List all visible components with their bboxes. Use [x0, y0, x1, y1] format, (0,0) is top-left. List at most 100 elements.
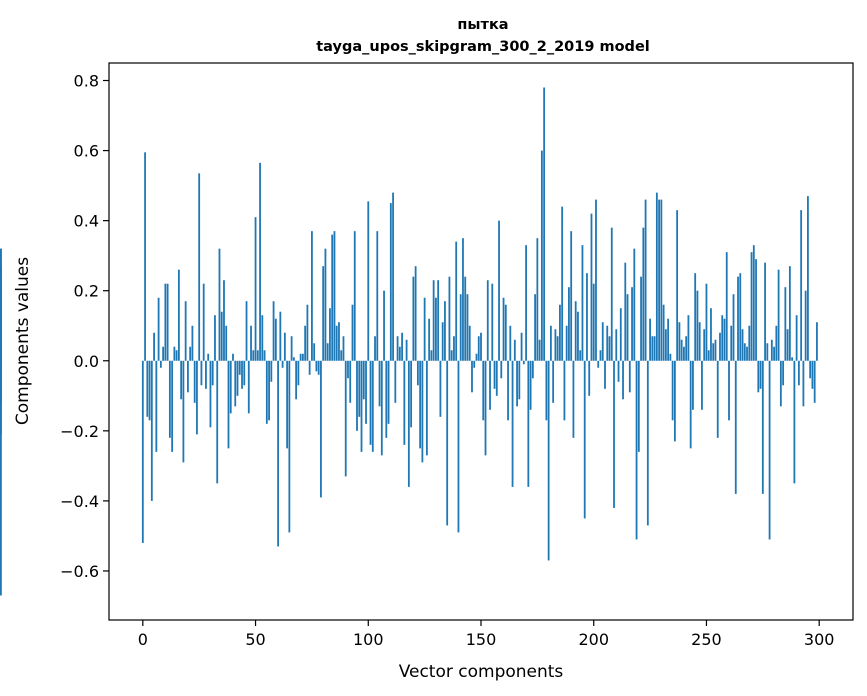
bar — [489, 360, 491, 410]
bar — [597, 360, 600, 368]
bar — [721, 315, 724, 361]
bar — [608, 336, 611, 361]
bar — [299, 353, 302, 361]
bar — [811, 360, 814, 389]
bar — [543, 87, 546, 361]
bar — [493, 360, 496, 389]
bar — [360, 360, 363, 452]
bar — [746, 346, 748, 361]
bar — [425, 360, 428, 456]
bar — [446, 360, 449, 526]
bar — [504, 304, 507, 361]
bar — [568, 287, 570, 361]
bar — [376, 231, 379, 361]
bar — [371, 360, 374, 452]
bar — [356, 360, 358, 431]
bar — [175, 350, 178, 361]
bar — [631, 287, 633, 361]
bar — [340, 350, 343, 361]
bar — [707, 350, 710, 361]
bar — [410, 360, 413, 428]
bar — [534, 294, 537, 361]
bar — [383, 290, 385, 361]
bar — [387, 360, 390, 424]
bar — [247, 360, 250, 414]
bar — [367, 201, 370, 361]
bar — [486, 280, 489, 361]
bar — [259, 162, 261, 361]
bar — [734, 360, 737, 494]
bar — [225, 325, 228, 361]
bar — [153, 332, 155, 361]
bar — [394, 360, 397, 403]
bar — [177, 269, 180, 361]
bar — [423, 297, 426, 361]
bar — [655, 192, 658, 361]
bar — [619, 308, 622, 361]
bar — [389, 203, 392, 361]
bar — [453, 336, 455, 361]
bar — [572, 360, 575, 438]
bar — [750, 252, 753, 361]
bar — [180, 360, 183, 400]
bar — [0, 248, 2, 361]
bar — [795, 315, 798, 361]
bar — [779, 360, 782, 407]
bar — [703, 329, 706, 361]
bar — [737, 276, 739, 361]
bar — [782, 360, 785, 386]
bar — [606, 325, 609, 361]
bar — [435, 297, 437, 361]
bar — [547, 360, 550, 561]
bar — [159, 360, 162, 368]
bar — [725, 252, 728, 361]
bar — [432, 280, 435, 361]
bar — [331, 234, 334, 361]
bar — [270, 360, 273, 382]
bar — [0, 360, 2, 596]
bar — [236, 360, 239, 396]
x-tick-label: 0 — [138, 630, 148, 649]
bar — [227, 360, 230, 449]
bar — [182, 360, 185, 463]
bar — [536, 238, 539, 361]
bar — [516, 360, 518, 407]
bar — [522, 360, 525, 365]
bar — [660, 199, 663, 361]
bar — [286, 360, 289, 449]
bar — [315, 360, 318, 372]
bar — [518, 360, 521, 400]
chart-subtitle: tayga_upos_skipgram_300_2_2019 model — [316, 39, 650, 55]
bar — [421, 360, 424, 463]
bar — [770, 339, 773, 361]
bar — [529, 360, 532, 410]
x-tick-label: 250 — [691, 630, 722, 649]
bar — [308, 360, 311, 375]
bar — [777, 269, 780, 361]
y-axis: −0.6 −0.4 −0.2 0.0 0.2 0.4 0.6 0.8 — [60, 72, 109, 581]
bar — [664, 329, 667, 361]
bar — [658, 199, 661, 361]
y-tick-label: 0.8 — [74, 72, 99, 91]
bar — [694, 273, 697, 361]
bar — [554, 329, 557, 361]
bar — [166, 283, 169, 361]
bar — [378, 360, 381, 407]
bar — [462, 238, 464, 361]
bar — [405, 339, 408, 361]
bar — [265, 360, 268, 424]
bar — [766, 343, 769, 361]
bar — [220, 311, 223, 361]
bar — [613, 360, 615, 508]
bar — [498, 220, 500, 361]
bar — [651, 336, 654, 361]
bar — [457, 360, 460, 533]
bar — [807, 196, 809, 361]
bar — [232, 353, 234, 361]
bar — [304, 325, 307, 361]
bar — [471, 360, 473, 393]
bar — [588, 360, 591, 396]
bar — [793, 360, 796, 484]
bar — [283, 332, 286, 361]
